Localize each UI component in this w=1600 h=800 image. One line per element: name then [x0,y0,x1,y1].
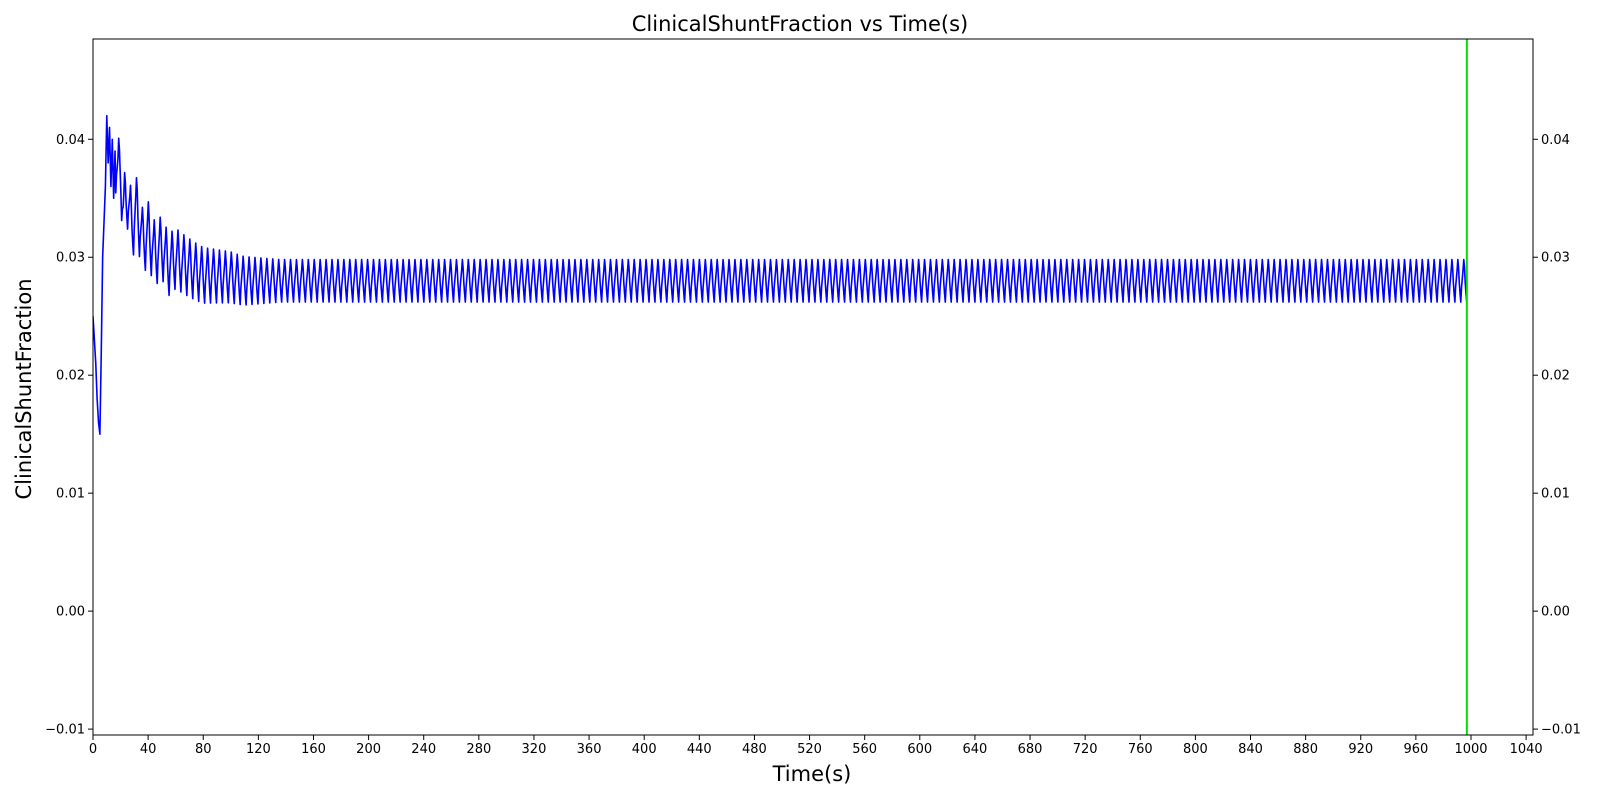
x-tick-label: 800 [1183,742,1208,757]
x-tick-label: 1000 [1454,742,1487,757]
x-tick-label: 120 [246,742,271,757]
series-line [93,114,1468,435]
x-tick-label: 720 [1073,742,1098,757]
y-axis-title: ClinicalShuntFraction [12,278,36,499]
y-tick-label-right: 0.01 [1541,487,1570,502]
x-tick-label: 960 [1403,742,1428,757]
y-tick-label-left: 0.02 [56,369,85,384]
x-tick-label: 920 [1348,742,1373,757]
series-group [93,39,1468,735]
x-tick-label: 320 [522,742,547,757]
x-tick-label: 840 [1238,742,1263,757]
chart-title: ClinicalShuntFraction vs Time(s) [632,12,968,36]
x-tick-label: 680 [1018,742,1043,757]
x-tick-label: 40 [140,742,157,757]
y-tick-label-right: 0.00 [1541,605,1570,620]
x-tick-label: 880 [1293,742,1318,757]
y-tick-label-left: −0.01 [45,723,85,738]
y-tick-label-right: 0.04 [1541,133,1570,148]
y-tick-label-right: −0.01 [1541,723,1581,738]
x-tick-label: 400 [632,742,657,757]
x-tick-label: 600 [907,742,932,757]
axes-frame [92,38,1534,736]
x-tick-label: 160 [301,742,326,757]
x-tick-label: 1040 [1510,742,1543,757]
x-tick-label: 760 [1128,742,1153,757]
x-tick-label: 560 [852,742,877,757]
x-tick-label: 640 [962,742,987,757]
y-tick-label-right: 0.02 [1541,369,1570,384]
x-tick-label: 440 [687,742,712,757]
x-tick-label: 0 [89,742,97,757]
plot-area [93,39,1468,735]
y-tick-label-left: 0.00 [56,605,85,620]
y-tick-label-right: 0.03 [1541,251,1570,266]
x-tick-label: 240 [411,742,436,757]
x-tick-label: 280 [466,742,491,757]
y-tick-label-left: 0.04 [56,133,85,148]
x-tick-label: 200 [356,742,381,757]
axes: 0 40 80 120 160 200 240 280 320 360 400 440 480 520 56… [45,38,1581,757]
x-tick-label: 520 [797,742,822,757]
x-tick-label: 80 [195,742,212,757]
x-tick-label: 480 [742,742,767,757]
x-tick-label: 360 [577,742,602,757]
y-tick-label-left: 0.01 [56,487,85,502]
y-tick-label-left: 0.03 [56,251,85,266]
x-axis-title: Time(s) [772,762,852,786]
